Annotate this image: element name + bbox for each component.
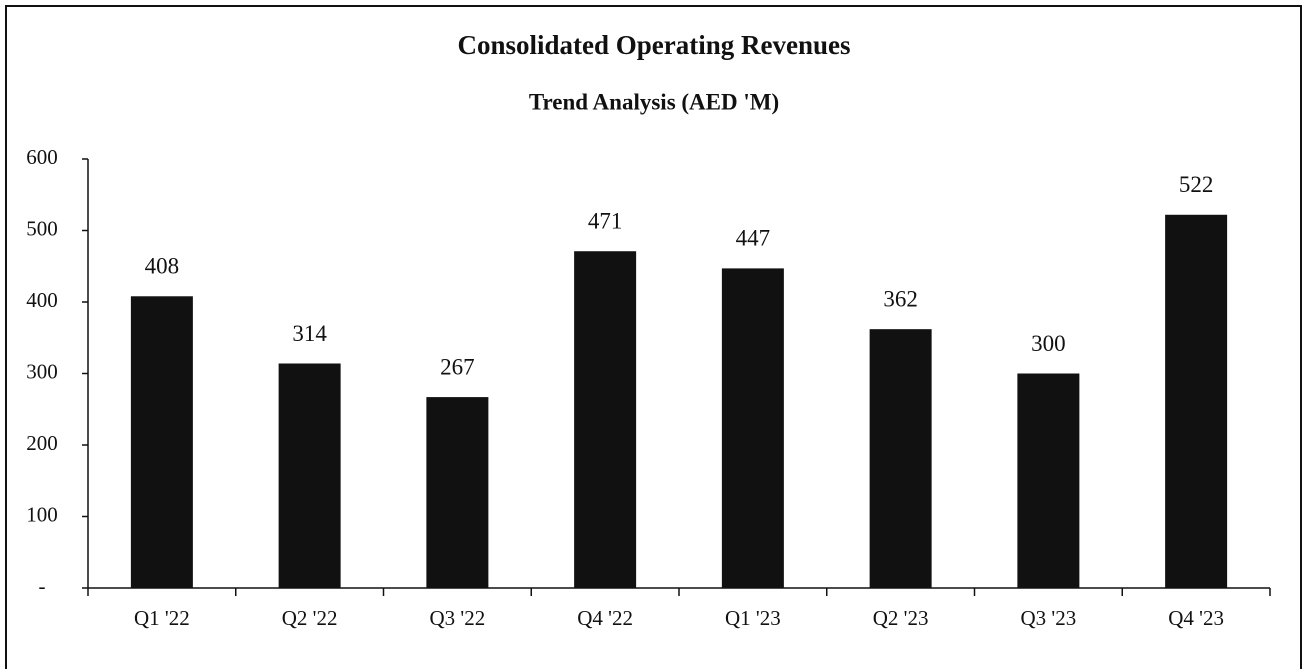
bar (1165, 214, 1228, 588)
value-label: 267 (440, 354, 475, 379)
bar (130, 296, 193, 588)
x-tick-label: Q1 '22 (134, 606, 190, 630)
bar (278, 363, 341, 588)
y-tick-label: - (39, 574, 46, 598)
value-label: 408 (145, 254, 180, 279)
value-label: 362 (883, 286, 918, 311)
x-tick-label: Q2 '23 (873, 606, 929, 630)
value-label: 300 (1031, 331, 1066, 356)
value-label: 471 (588, 209, 623, 234)
value-label: 522 (1179, 172, 1214, 197)
chart-subtitle: Trend Analysis (AED 'M) (529, 89, 779, 114)
x-tick-label: Q4 '23 (1168, 606, 1224, 630)
chart-frame (5, 5, 1302, 669)
y-tick-label: 400 (26, 288, 58, 312)
y-tick-label: 100 (26, 502, 58, 526)
y-tick-label: 200 (26, 431, 58, 455)
y-tick-label: 500 (26, 216, 58, 240)
y-tick-label: 600 (26, 145, 58, 169)
bar (426, 397, 489, 588)
bar (574, 251, 637, 589)
value-label: 447 (736, 226, 771, 251)
chart-title: Consolidated Operating Revenues (457, 30, 850, 60)
x-tick-label: Q4 '22 (577, 606, 633, 630)
bar (721, 268, 784, 588)
y-tick-label: 300 (26, 359, 58, 383)
x-tick-label: Q3 '22 (430, 606, 486, 630)
bar (869, 329, 932, 588)
value-label: 314 (292, 321, 327, 346)
bar (1017, 373, 1080, 588)
x-tick-label: Q1 '23 (725, 606, 781, 630)
x-tick-label: Q3 '23 (1021, 606, 1077, 630)
x-tick-label: Q2 '22 (282, 606, 338, 630)
